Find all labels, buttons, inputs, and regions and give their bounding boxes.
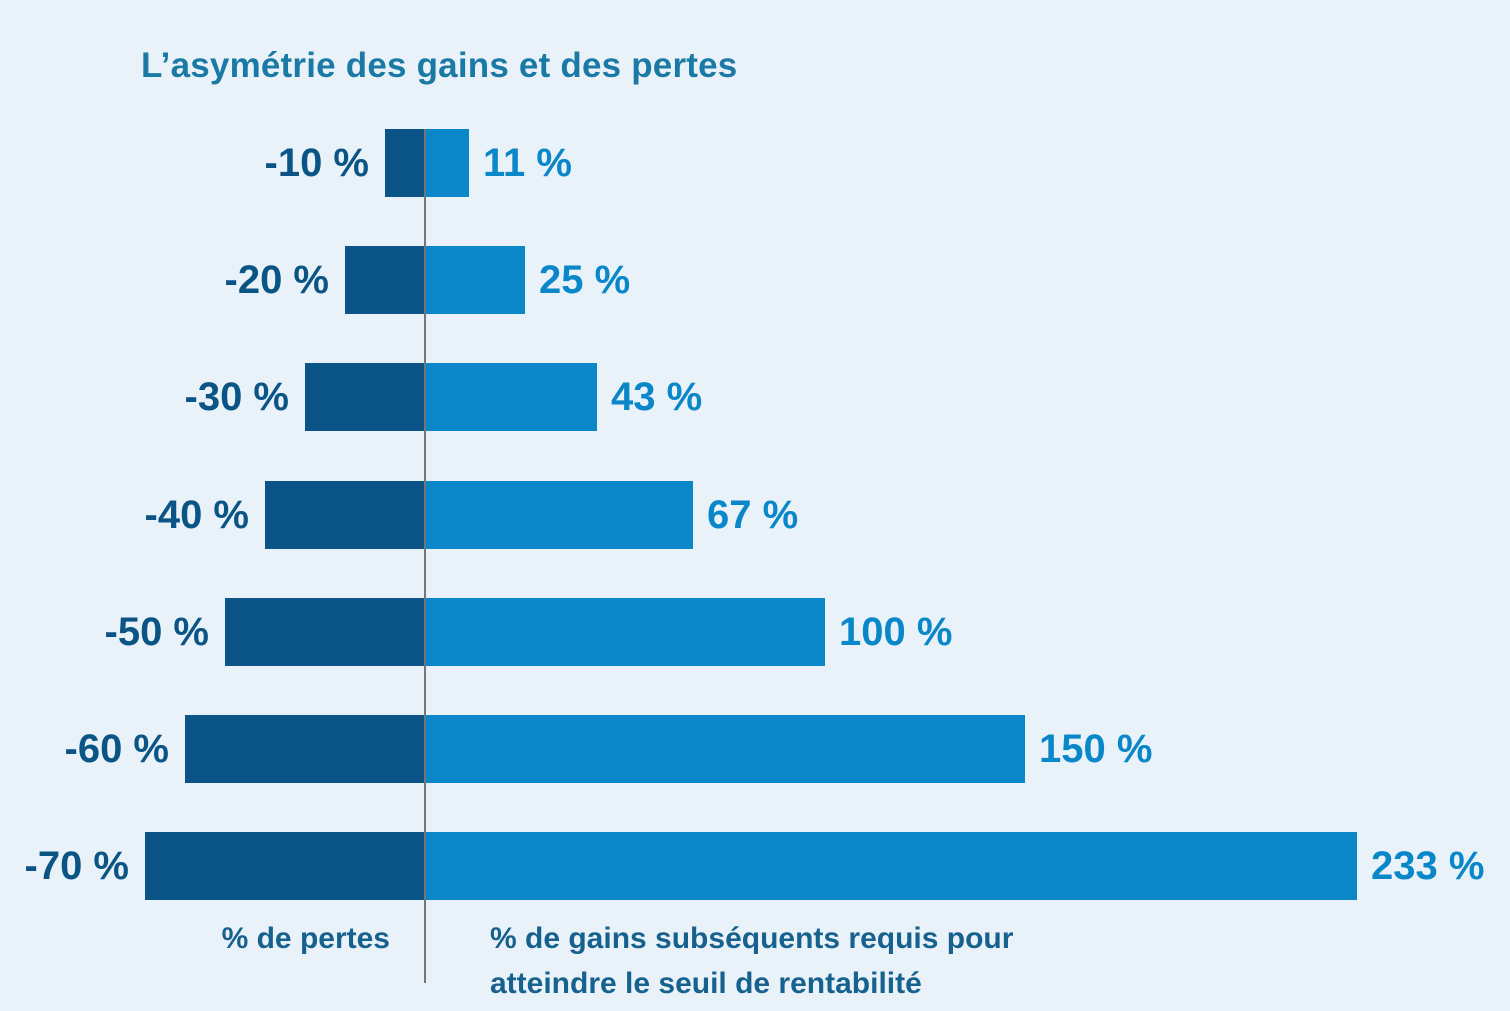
bar-row: -20 % 25 %	[0, 246, 1510, 315]
loss-bar	[385, 129, 425, 197]
gain-bar	[425, 480, 693, 549]
loss-value-label: -60 %	[64, 727, 170, 771]
gain-bar	[425, 597, 825, 666]
loss-value-label: -50 %	[104, 609, 210, 654]
axis-caption-losses: % de pertes	[221, 922, 390, 955]
gain-bar	[425, 129, 469, 197]
bar-row: -40 % 67 %	[0, 480, 1510, 549]
loss-bar	[305, 363, 425, 432]
loss-value-label: -40 %	[144, 492, 250, 537]
gain-value-label: 43 %	[611, 375, 703, 420]
gain-bar	[425, 715, 1025, 783]
gain-value-label: 150 %	[1039, 727, 1153, 771]
loss-bar	[145, 832, 425, 901]
loss-bar	[265, 480, 425, 549]
gain-bar	[425, 246, 525, 315]
bar-row: -70 % 233 %	[0, 832, 1510, 901]
bar-row: -60 % 150 %	[0, 715, 1510, 783]
loss-value-label: -70 %	[24, 844, 130, 889]
gain-value-label: 100 %	[839, 609, 953, 654]
gain-value-label: 25 %	[539, 258, 631, 303]
gain-value-label: 11 %	[483, 141, 572, 185]
gain-bar	[425, 363, 597, 432]
gain-bar	[425, 832, 1357, 901]
axis-caption-gains: % de gains subséquents requis pour attei…	[490, 922, 1014, 1000]
loss-bar	[345, 246, 425, 315]
loss-value-label: -10 %	[264, 141, 370, 185]
bar-row: -10 % 11 %	[0, 129, 1510, 197]
gain-value-label: 233 %	[1371, 844, 1485, 889]
bar-row: -30 % 43 %	[0, 363, 1510, 432]
loss-bar	[225, 597, 425, 666]
loss-value-label: -20 %	[224, 258, 330, 303]
bar-row: -50 % 100 %	[0, 597, 1510, 666]
axis-line	[424, 129, 426, 983]
loss-bar	[185, 715, 425, 783]
gain-value-label: 67 %	[707, 492, 799, 537]
loss-value-label: -30 %	[184, 375, 290, 420]
chart-title: L’asymétrie des gains et des pertes	[141, 46, 738, 85]
